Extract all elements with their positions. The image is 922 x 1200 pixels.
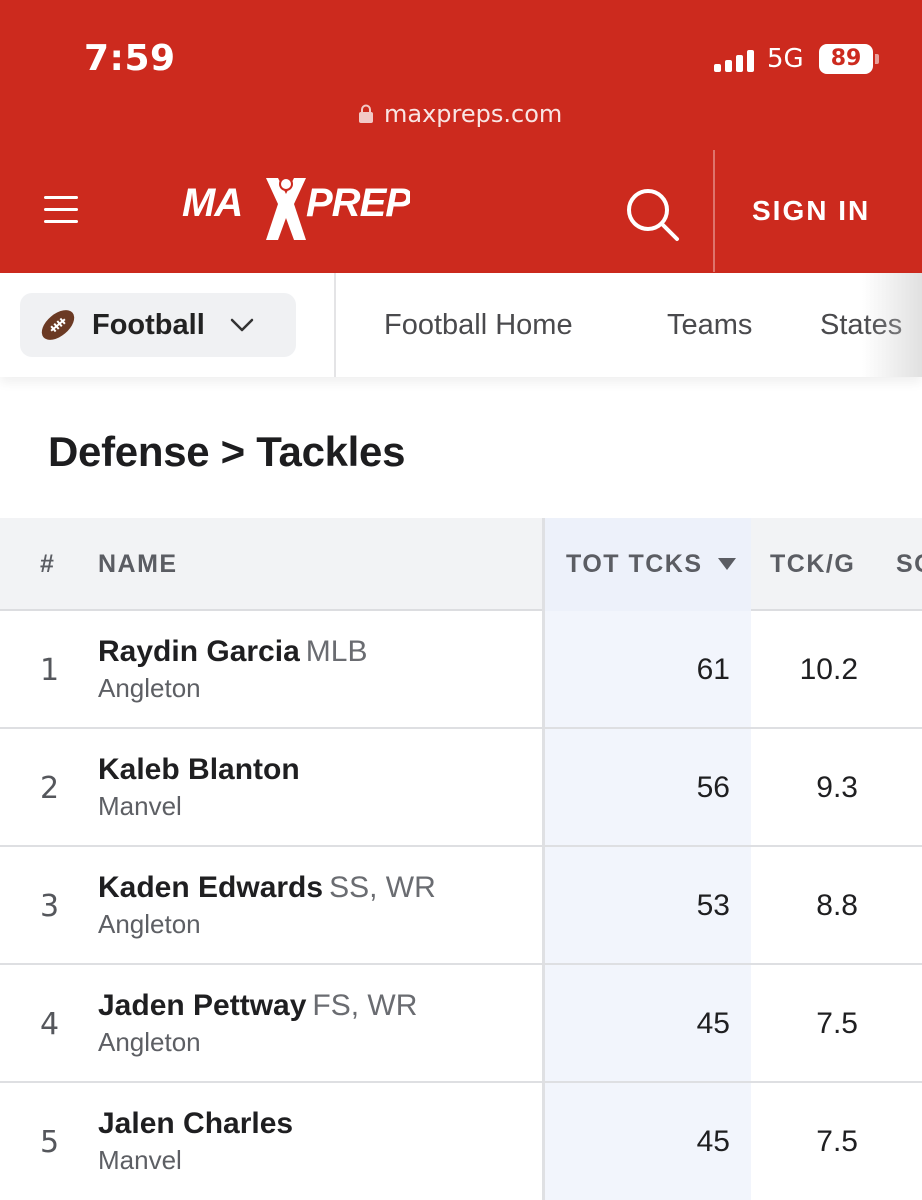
address-bar[interactable]: maxpreps.com bbox=[358, 100, 562, 128]
tackles-per-game: 10.2 bbox=[799, 653, 858, 686]
player-name-cell: Jalen Charles bbox=[98, 1107, 299, 1141]
player-school[interactable]: Manvel bbox=[98, 791, 182, 821]
nav-football-home[interactable]: Football Home bbox=[384, 309, 573, 341]
sorted-column-highlight bbox=[545, 518, 751, 1200]
table-row[interactable]: 2 Kaleb Blanton Manvel 56 9.3 bbox=[0, 729, 922, 847]
total-tackles: 45 bbox=[696, 1125, 730, 1158]
row-rank: 3 bbox=[40, 889, 60, 924]
row-rank: 2 bbox=[40, 771, 60, 806]
player-position: MLB bbox=[305, 635, 368, 668]
sorted-header-highlight bbox=[545, 518, 751, 611]
player-school[interactable]: Manvel bbox=[98, 1145, 182, 1175]
header-divider bbox=[713, 150, 715, 272]
player-position: SS, WR bbox=[329, 871, 436, 904]
nav-teams[interactable]: Teams bbox=[667, 309, 753, 341]
url-text: maxpreps.com bbox=[384, 100, 563, 128]
player-name[interactable]: Jaden Pettway bbox=[98, 989, 307, 1022]
menu-icon[interactable] bbox=[44, 196, 78, 224]
total-tackles: 53 bbox=[696, 889, 730, 922]
frozen-column-separator bbox=[542, 518, 545, 1200]
row-rank: 1 bbox=[40, 653, 60, 688]
nav-scroll-fade bbox=[862, 273, 922, 377]
sport-selector[interactable]: Football bbox=[20, 293, 296, 357]
header-tck-per-game[interactable]: TCK/G bbox=[770, 550, 856, 578]
header-name[interactable]: NAME bbox=[98, 550, 178, 578]
player-name[interactable]: Jalen Charles bbox=[98, 1107, 294, 1140]
search-icon[interactable] bbox=[622, 184, 682, 244]
signal-icon bbox=[714, 50, 756, 72]
tackles-per-game: 7.5 bbox=[816, 1007, 858, 1040]
player-name-cell: Kaden Edwards SS, WR bbox=[98, 871, 436, 905]
lock-icon bbox=[359, 104, 373, 123]
player-name-cell: Raydin Garcia MLB bbox=[98, 635, 367, 669]
player-name-cell: Kaleb Blanton bbox=[98, 753, 306, 787]
battery-tip bbox=[875, 54, 879, 64]
player-position: FS, WR bbox=[312, 989, 418, 1022]
header-tot-tcks[interactable]: TOT TCKS bbox=[566, 550, 737, 579]
nav-divider bbox=[334, 273, 336, 377]
table-header: # NAME TOT TCKS TCK/G SO bbox=[0, 518, 922, 611]
total-tackles: 45 bbox=[696, 1007, 730, 1040]
tackles-per-game: 8.8 bbox=[816, 889, 858, 922]
total-tackles: 61 bbox=[696, 653, 730, 686]
sign-in-button[interactable]: SIGN IN bbox=[752, 195, 871, 226]
svg-text:MA: MA bbox=[182, 181, 242, 225]
player-school[interactable]: Angleton bbox=[98, 909, 201, 939]
header-tot-tcks-label: TOT TCKS bbox=[566, 550, 703, 578]
table-row[interactable]: 4 Jaden Pettway FS, WR Angleton 45 7.5 bbox=[0, 965, 922, 1083]
table-row[interactable]: 5 Jalen Charles Manvel 45 7.5 bbox=[0, 1083, 922, 1200]
row-rank: 4 bbox=[40, 1007, 60, 1042]
player-school[interactable]: Angleton bbox=[98, 1027, 201, 1057]
row-rank: 5 bbox=[40, 1125, 60, 1160]
total-tackles: 56 bbox=[696, 771, 730, 804]
table-row[interactable]: 3 Kaden Edwards SS, WR Angleton 53 8.8 bbox=[0, 847, 922, 965]
football-icon bbox=[41, 310, 75, 340]
sport-nav: Football Football Home Teams States bbox=[0, 273, 922, 377]
player-school[interactable]: Angleton bbox=[98, 673, 201, 703]
stats-table: # NAME TOT TCKS TCK/G SO 1 Raydin Garcia… bbox=[0, 518, 922, 1200]
player-name[interactable]: Raydin Garcia bbox=[98, 635, 300, 668]
player-name[interactable]: Kaleb Blanton bbox=[98, 753, 300, 786]
header-rank[interactable]: # bbox=[40, 550, 56, 578]
chevron-down-icon bbox=[230, 318, 254, 332]
tackles-per-game: 7.5 bbox=[816, 1125, 858, 1158]
status-time: 7:59 bbox=[84, 38, 176, 79]
player-name[interactable]: Kaden Edwards bbox=[98, 871, 324, 904]
tackles-per-game: 9.3 bbox=[816, 771, 858, 804]
sort-desc-icon bbox=[718, 558, 736, 570]
player-name-cell: Jaden Pettway FS, WR bbox=[98, 989, 417, 1023]
network-type: 5G bbox=[767, 44, 804, 74]
battery-icon: 89 bbox=[819, 44, 873, 74]
page-title: Defense > Tackles bbox=[48, 428, 406, 475]
table-row[interactable]: 1 Raydin Garcia MLB Angleton 61 10.2 bbox=[0, 611, 922, 729]
sport-label: Football bbox=[92, 308, 205, 341]
header-next-column[interactable]: SO bbox=[896, 550, 922, 578]
